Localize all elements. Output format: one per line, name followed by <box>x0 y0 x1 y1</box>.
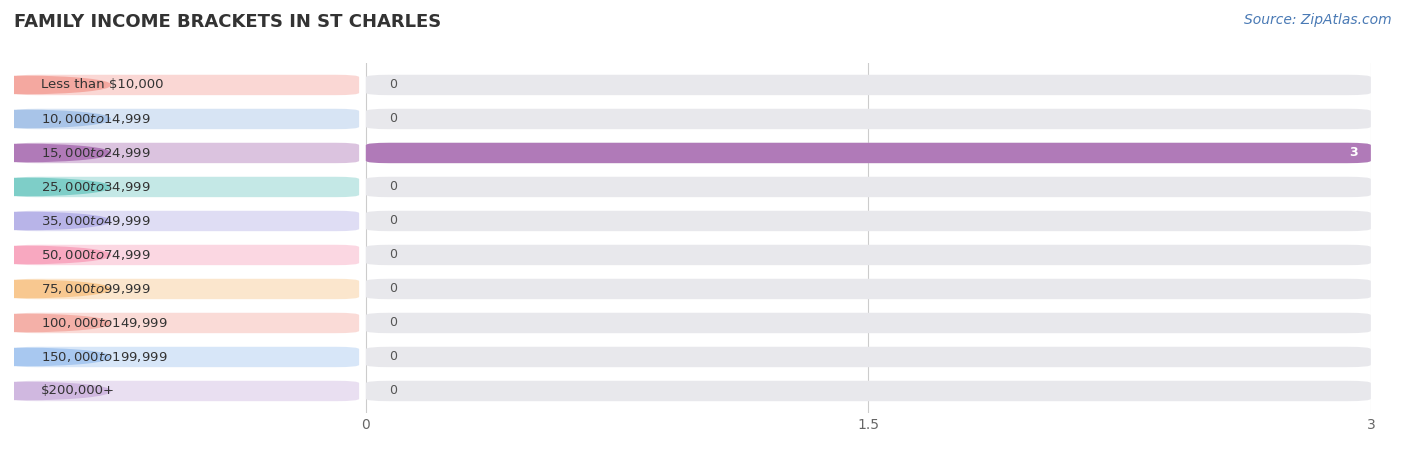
FancyBboxPatch shape <box>366 143 1371 163</box>
Text: 0: 0 <box>389 112 398 125</box>
Text: $200,000+: $200,000+ <box>41 384 115 397</box>
Circle shape <box>0 178 110 195</box>
FancyBboxPatch shape <box>14 211 359 231</box>
FancyBboxPatch shape <box>14 313 359 333</box>
Text: Source: ZipAtlas.com: Source: ZipAtlas.com <box>1244 13 1392 27</box>
FancyBboxPatch shape <box>366 347 1371 367</box>
FancyBboxPatch shape <box>14 109 359 129</box>
Text: Less than $10,000: Less than $10,000 <box>41 79 163 92</box>
Text: 0: 0 <box>389 351 398 364</box>
Circle shape <box>0 145 110 162</box>
Text: $100,000 to $149,999: $100,000 to $149,999 <box>41 316 167 330</box>
FancyBboxPatch shape <box>14 381 359 401</box>
FancyBboxPatch shape <box>366 211 1371 231</box>
Circle shape <box>0 348 110 365</box>
FancyBboxPatch shape <box>366 245 1371 265</box>
Text: $35,000 to $49,999: $35,000 to $49,999 <box>41 214 150 228</box>
Text: $75,000 to $99,999: $75,000 to $99,999 <box>41 282 150 296</box>
FancyBboxPatch shape <box>366 75 1371 95</box>
FancyBboxPatch shape <box>14 75 359 95</box>
Text: $50,000 to $74,999: $50,000 to $74,999 <box>41 248 150 262</box>
FancyBboxPatch shape <box>366 313 1371 333</box>
FancyBboxPatch shape <box>366 177 1371 197</box>
FancyBboxPatch shape <box>366 109 1371 129</box>
Text: 0: 0 <box>389 180 398 194</box>
FancyBboxPatch shape <box>14 143 359 163</box>
Text: FAMILY INCOME BRACKETS IN ST CHARLES: FAMILY INCOME BRACKETS IN ST CHARLES <box>14 13 441 31</box>
FancyBboxPatch shape <box>14 245 359 265</box>
Circle shape <box>0 314 110 331</box>
Text: $25,000 to $34,999: $25,000 to $34,999 <box>41 180 150 194</box>
Circle shape <box>0 383 110 400</box>
FancyBboxPatch shape <box>366 143 1371 163</box>
Text: $15,000 to $24,999: $15,000 to $24,999 <box>41 146 150 160</box>
Text: 3: 3 <box>1348 146 1357 159</box>
Circle shape <box>0 110 110 128</box>
Text: 0: 0 <box>389 317 398 330</box>
Text: 0: 0 <box>389 79 398 92</box>
FancyBboxPatch shape <box>14 279 359 299</box>
Text: 0: 0 <box>389 282 398 295</box>
Text: $150,000 to $199,999: $150,000 to $199,999 <box>41 350 167 364</box>
Text: 0: 0 <box>389 248 398 261</box>
Circle shape <box>0 247 110 264</box>
Circle shape <box>0 281 110 298</box>
Text: 0: 0 <box>389 215 398 228</box>
FancyBboxPatch shape <box>14 177 359 197</box>
FancyBboxPatch shape <box>14 347 359 367</box>
FancyBboxPatch shape <box>366 381 1371 401</box>
Circle shape <box>0 212 110 229</box>
Text: $10,000 to $14,999: $10,000 to $14,999 <box>41 112 150 126</box>
Circle shape <box>0 76 110 93</box>
Text: 0: 0 <box>389 384 398 397</box>
FancyBboxPatch shape <box>366 279 1371 299</box>
